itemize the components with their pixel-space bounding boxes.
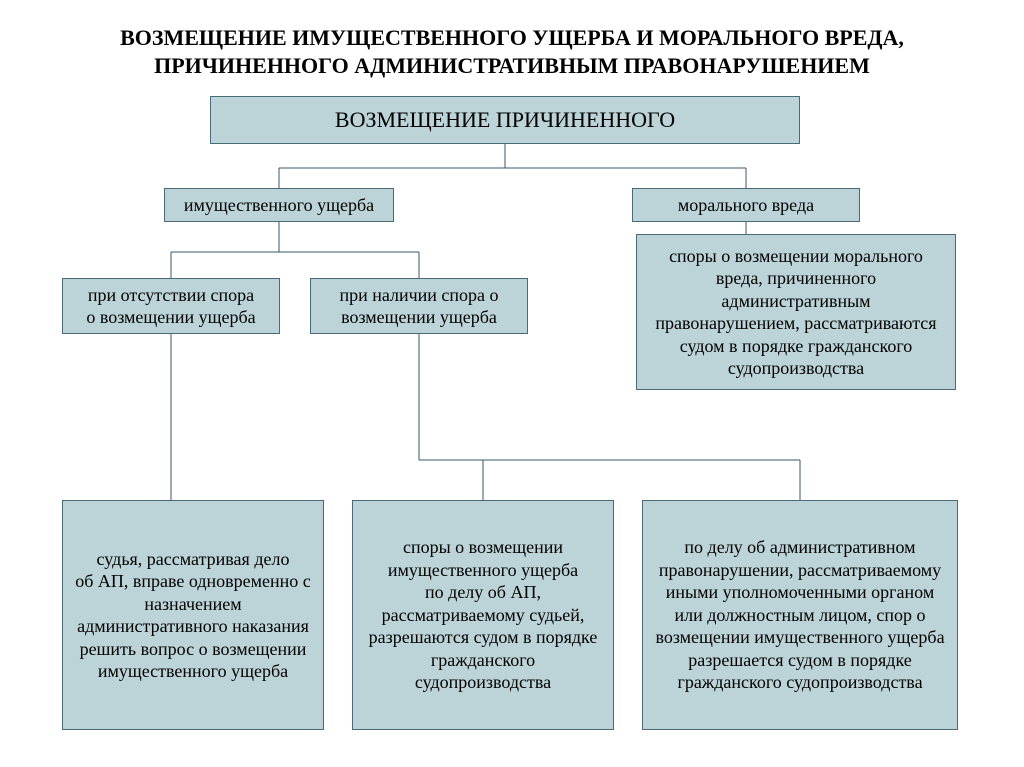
page-title: ВОЗМЕЩЕНИЕ ИМУЩЕСТВЕННОГО УЩЕРБА И МОРАЛ…: [0, 24, 1024, 79]
bottom-box-judge: судья, рассматривая дело об АП, вправе о…: [62, 500, 324, 730]
root-box: ВОЗМЕЩЕНИЕ ПРИЧИНЕННОГО: [210, 96, 800, 144]
title-line-2: ПРИЧИНЕННОГО АДМИНИСТРАТИВНЫМ ПРАВОНАРУШ…: [154, 53, 870, 78]
bottom-box-civil-court: споры о возмещении имущественного ущерба…: [352, 500, 614, 730]
bottom-box-other-authority: по делу об административном правонарушен…: [642, 500, 958, 730]
branch-property-damage: имущественного ущерба: [164, 188, 394, 222]
no-dispute-box: при отсутствии спора о возмещении ущерба: [62, 278, 280, 334]
moral-damage-detail: споры о возмещении морального вреда, при…: [636, 234, 956, 390]
title-line-1: ВОЗМЕЩЕНИЕ ИМУЩЕСТВЕННОГО УЩЕРБА И МОРАЛ…: [120, 25, 904, 50]
with-dispute-box: при наличии спора о возмещении ущерба: [310, 278, 528, 334]
branch-moral-damage: морального вреда: [632, 188, 860, 222]
